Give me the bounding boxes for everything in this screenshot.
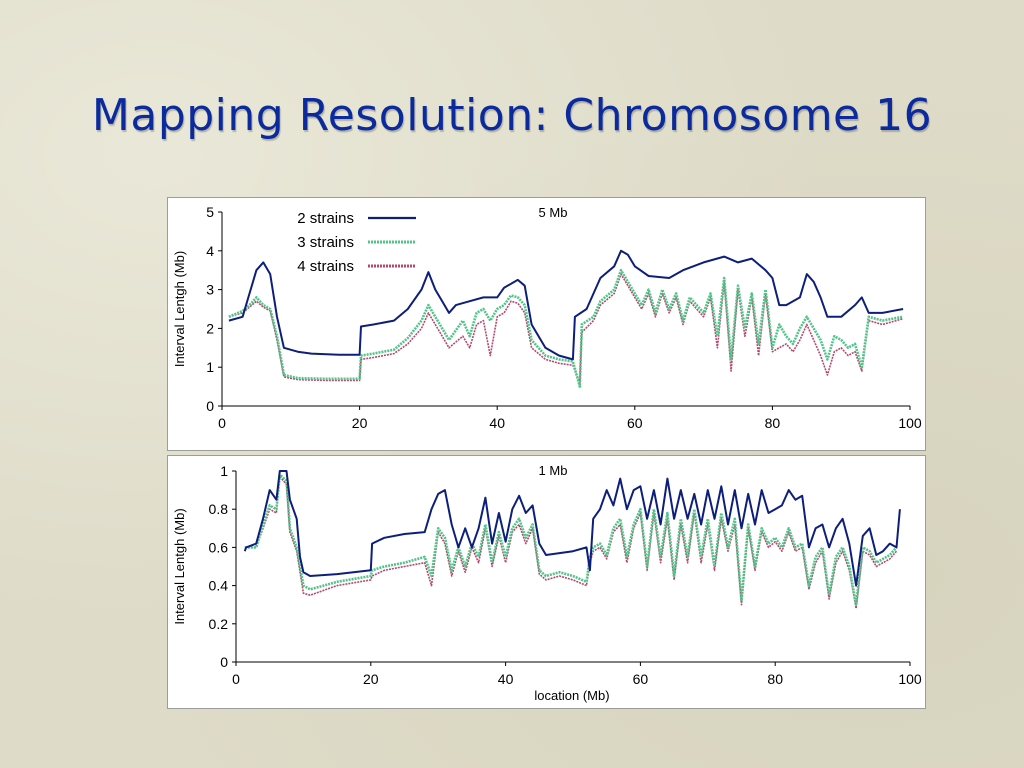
y-tick-label: 4 (206, 243, 214, 259)
legend: 2 strains 3 strains 4 strains (297, 210, 416, 275)
series-line-4-strains (228, 273, 904, 384)
y-tick-label: 0 (206, 398, 214, 414)
legend-label: 3 strains (297, 234, 354, 251)
y-tick-label: 3 (206, 282, 214, 298)
x-tick-label: 40 (498, 671, 514, 687)
y-tick-label: 1 (206, 359, 214, 375)
chart-1mb: 0 0.2 0.4 0.6 0.8 1 0 20 40 60 80 100 Interval Lentg… (172, 463, 922, 703)
y-tick-label: 0.6 (209, 539, 229, 555)
y-tick-label: 0.4 (209, 578, 229, 594)
y-tick-label: 0.2 (209, 616, 229, 632)
chart-annotation: 1 Mb (539, 463, 568, 478)
series-line-2-strains (228, 249, 904, 361)
y-tick-label: 0.8 (209, 501, 229, 517)
x-tick-label: 60 (627, 415, 643, 431)
chart-panel-5mb: 0 1 2 3 4 5 0 20 40 60 80 100 Interval Lentgh (Mb) 5 … (167, 197, 926, 451)
series-line-2-strains (243, 470, 901, 587)
series-line-3-strains (244, 473, 898, 606)
y-axis-title: Interval Lentgh (Mb) (172, 508, 187, 624)
x-tick-label: 20 (363, 671, 379, 687)
series-line-3-strains (228, 268, 904, 388)
y-tick-label: 0 (220, 654, 228, 670)
x-tick-label: 60 (633, 671, 649, 687)
slide-title: Mapping Resolution: Chromosome 16 (91, 90, 933, 141)
y-axis-title: Interval Lentgh (Mb) (172, 251, 187, 367)
x-tick-label: 40 (489, 415, 505, 431)
x-tick-label: 100 (898, 415, 922, 431)
x-axis-title: location (Mb) (534, 688, 609, 703)
series-line-4-strains (244, 475, 898, 610)
y-tick-label: 5 (206, 204, 214, 220)
legend-label: 2 strains (297, 210, 354, 227)
y-tick-label: 1 (220, 463, 228, 479)
x-tick-label: 0 (218, 415, 226, 431)
chart-annotation: 5 Mb (539, 205, 568, 220)
chart-panel-1mb: 0 0.2 0.4 0.6 0.8 1 0 20 40 60 80 100 Interval Lentg… (167, 455, 926, 709)
x-tick-label: 0 (232, 671, 240, 687)
y-tick-label: 2 (206, 320, 214, 336)
x-tick-label: 20 (352, 415, 368, 431)
x-tick-label: 100 (898, 671, 922, 687)
chart-5mb: 0 1 2 3 4 5 0 20 40 60 80 100 Interval Lentgh (Mb) 5 … (172, 204, 922, 431)
x-tick-label: 80 (765, 415, 781, 431)
legend-label: 4 strains (297, 258, 354, 275)
x-tick-label: 80 (767, 671, 783, 687)
